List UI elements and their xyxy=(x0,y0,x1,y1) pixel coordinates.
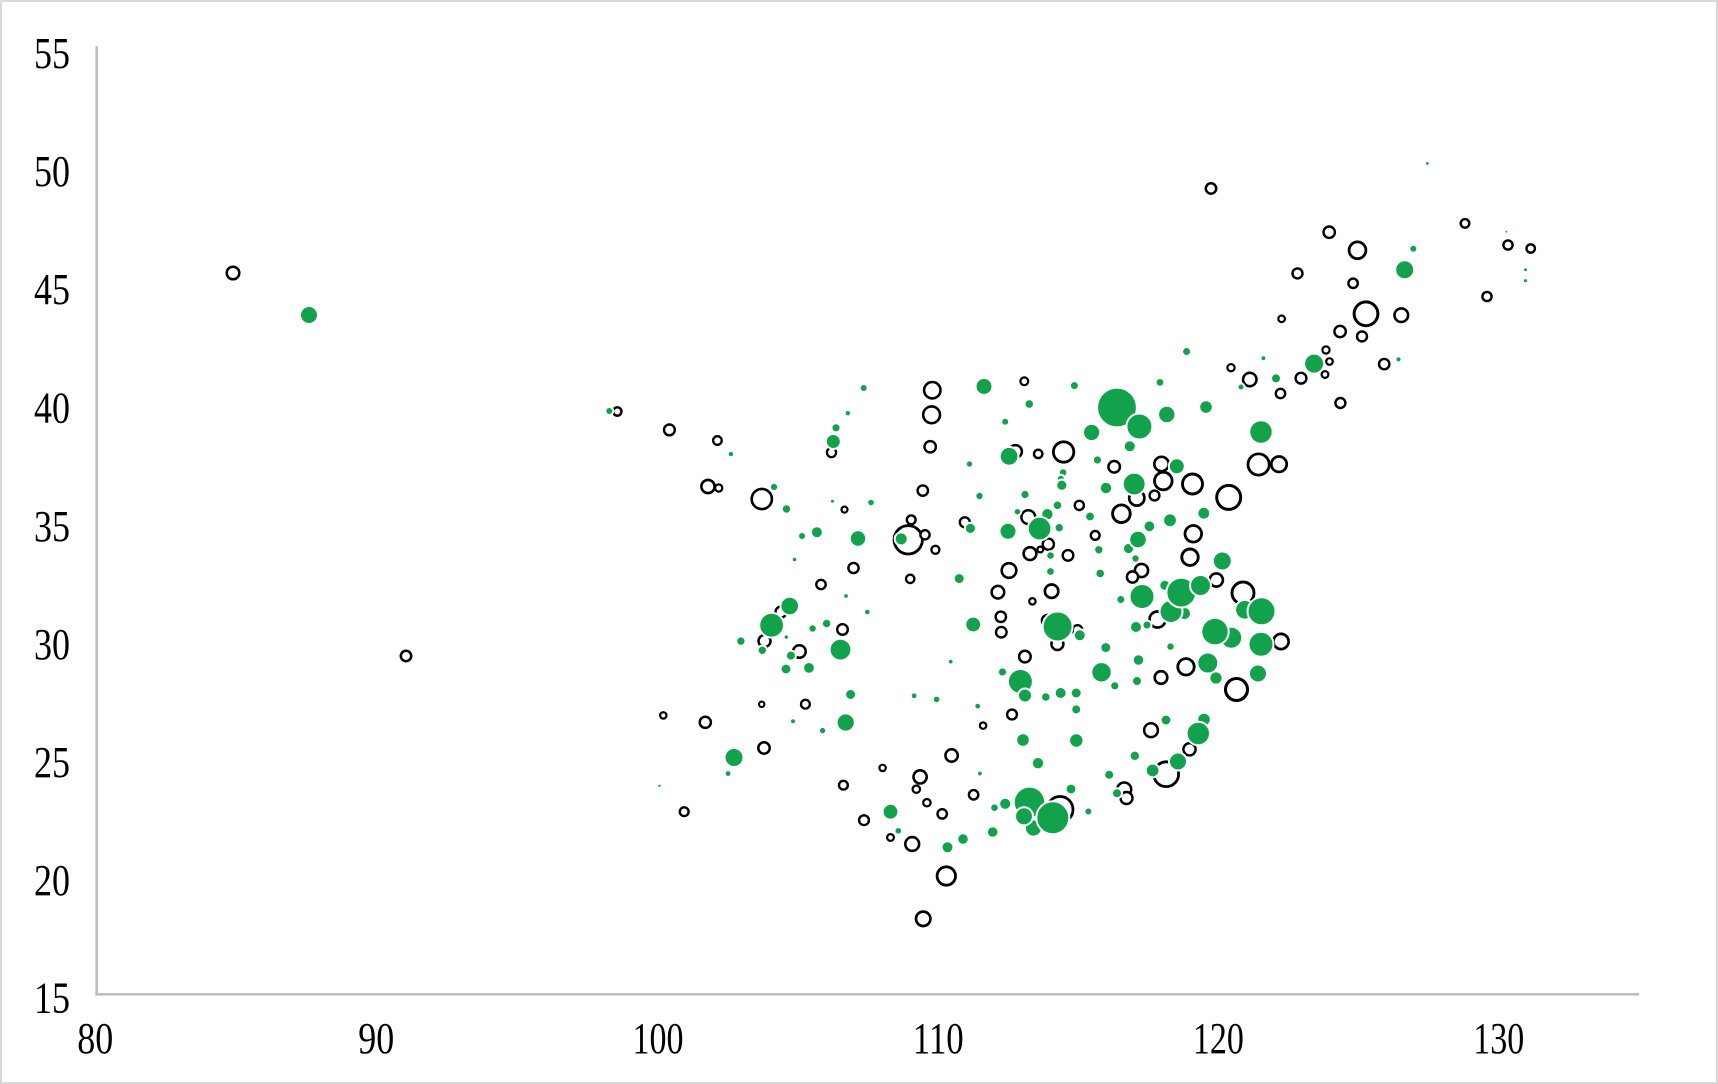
svg-text:130: 130 xyxy=(1473,1013,1524,1063)
svg-text:55: 55 xyxy=(34,28,70,78)
svg-text:30: 30 xyxy=(34,619,70,669)
svg-text:120: 120 xyxy=(1193,1013,1244,1063)
svg-text:110: 110 xyxy=(913,1013,964,1063)
svg-text:100: 100 xyxy=(633,1013,684,1063)
svg-text:80: 80 xyxy=(77,1013,113,1063)
svg-text:25: 25 xyxy=(34,737,70,787)
svg-text:35: 35 xyxy=(34,501,70,551)
svg-text:50: 50 xyxy=(34,146,70,196)
svg-text:20: 20 xyxy=(34,855,70,905)
svg-text:45: 45 xyxy=(34,264,70,314)
svg-text:40: 40 xyxy=(34,383,70,433)
svg-text:90: 90 xyxy=(358,1013,394,1063)
svg-text:15: 15 xyxy=(34,973,70,1023)
